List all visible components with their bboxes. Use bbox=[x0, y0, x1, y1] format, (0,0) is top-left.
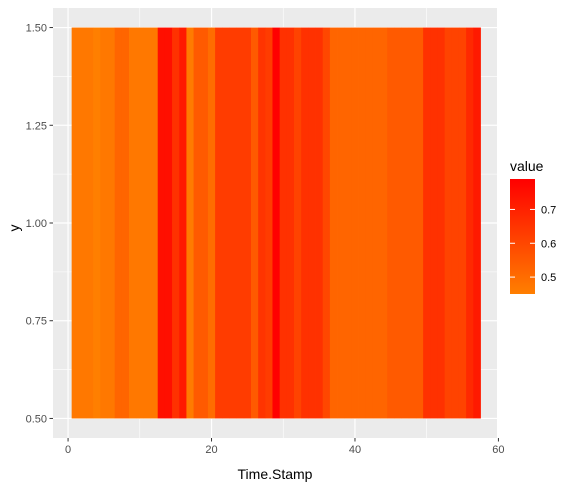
heatmap-tile bbox=[337, 27, 345, 419]
heatmap-tile bbox=[150, 27, 159, 419]
heatmap-tile bbox=[423, 27, 431, 419]
heatmap-tile bbox=[236, 27, 245, 419]
heatmap-tile bbox=[344, 27, 352, 419]
heatmap-tiles bbox=[71, 27, 481, 419]
heatmap-tile bbox=[322, 27, 331, 419]
legend: value 0.5 0.6 0.7 bbox=[510, 158, 556, 294]
heatmap-tile bbox=[143, 27, 151, 419]
legend-ticks: 0.5 0.6 0.7 bbox=[510, 204, 556, 284]
heatmap-tile bbox=[179, 27, 187, 419]
y-axis-title: y bbox=[6, 225, 22, 232]
heatmap-tile bbox=[243, 27, 252, 419]
heatmap-tile bbox=[473, 27, 481, 419]
y-axis: 0.50 0.75 1.00 1.25 1.50 bbox=[26, 23, 53, 425]
heatmap-tile bbox=[107, 27, 116, 419]
heatmap-tile bbox=[71, 27, 80, 419]
y-tick-label: 1.00 bbox=[26, 218, 47, 230]
legend-title: value bbox=[510, 158, 544, 174]
heatmap-tile bbox=[114, 27, 123, 419]
heatmap-tile bbox=[200, 27, 209, 419]
heatmap-tile bbox=[78, 27, 87, 419]
heatmap-tile bbox=[329, 27, 338, 419]
heatmap-tile bbox=[358, 27, 367, 419]
heatmap-tile bbox=[308, 27, 316, 419]
heatmap-tile bbox=[93, 27, 101, 419]
legend-label: 0.5 bbox=[541, 272, 556, 284]
heatmap-tile bbox=[207, 27, 216, 419]
heatmap-tile bbox=[250, 27, 259, 419]
heatmap-tile bbox=[193, 27, 202, 419]
legend-label: 0.7 bbox=[541, 204, 556, 216]
heatmap-tile bbox=[430, 27, 438, 419]
x-axis: 0 20 40 60 bbox=[65, 438, 505, 456]
y-tick-label: 0.75 bbox=[26, 316, 47, 328]
heatmap-tile bbox=[301, 27, 309, 419]
heatmap-tile bbox=[380, 27, 388, 419]
heatmap-tile bbox=[444, 27, 453, 419]
heatmap-tile bbox=[121, 27, 130, 419]
heatmap-tile bbox=[315, 27, 324, 419]
heatmap-tile bbox=[408, 27, 417, 419]
heatmap-tile bbox=[215, 27, 223, 419]
y-tick-label: 0.50 bbox=[26, 413, 47, 425]
heatmap-tile bbox=[136, 27, 144, 419]
heatmap-tile bbox=[172, 27, 180, 419]
heatmap-tile bbox=[229, 27, 238, 419]
heatmap-tile bbox=[401, 27, 410, 419]
legend-label: 0.6 bbox=[541, 238, 556, 250]
heatmap-tile bbox=[415, 27, 424, 419]
x-axis-title: Time.Stamp bbox=[238, 466, 313, 482]
x-tick-label: 0 bbox=[65, 444, 71, 456]
heatmap-tile bbox=[129, 27, 137, 419]
heatmap-tile bbox=[265, 27, 273, 419]
x-tick-label: 40 bbox=[349, 444, 361, 456]
x-tick-label: 60 bbox=[492, 444, 504, 456]
heatmap-tile bbox=[100, 27, 108, 419]
heatmap-tile bbox=[387, 27, 395, 419]
y-tick-label: 1.50 bbox=[26, 23, 47, 35]
heatmap-tile bbox=[466, 27, 474, 419]
y-tick-label: 1.25 bbox=[26, 120, 47, 132]
heatmap-tile bbox=[365, 27, 374, 419]
heatmap-tile bbox=[279, 27, 288, 419]
heatmap-tile bbox=[258, 27, 266, 419]
heatmap-tile bbox=[272, 27, 281, 419]
heatmap-tile bbox=[186, 27, 194, 419]
heatmap-tile bbox=[372, 27, 381, 419]
heatmap-tile bbox=[222, 27, 230, 419]
x-tick-label: 20 bbox=[205, 444, 217, 456]
heatmap-tile bbox=[451, 27, 460, 419]
heatmap-tile bbox=[286, 27, 295, 419]
heatmap-tile bbox=[351, 27, 359, 419]
heatmap-tile bbox=[85, 27, 94, 419]
heatmap-tile bbox=[394, 27, 403, 419]
heatmap-tile bbox=[294, 27, 302, 419]
heatmap-tile bbox=[437, 27, 446, 419]
legend-colorbar bbox=[510, 179, 535, 294]
heatmap-tile bbox=[458, 27, 467, 419]
heatmap-tile bbox=[164, 27, 173, 419]
heatmap-tile bbox=[157, 27, 166, 419]
